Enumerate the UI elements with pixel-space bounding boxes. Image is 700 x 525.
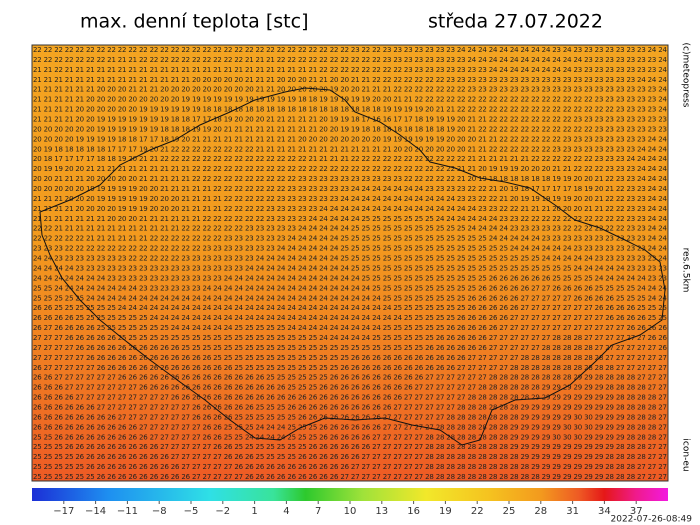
value-row: 26 26 25 25 25 25 25 25 24 24 24 24 24 2…: [33, 304, 667, 312]
value-row: 20 20 20 20 19 19 19 19 18 18 17 17 18 1…: [33, 135, 668, 143]
country-border: [39, 87, 666, 446]
value-grid: 22 22 22 22 22 22 22 22 22 22 22 22 22 2…: [33, 46, 668, 481]
value-row: 21 21 21 21 20 20 20 20 19 19 19 20 20 2…: [33, 205, 668, 213]
colorbar-tick-label: 1: [251, 506, 257, 517]
value-row: 26 26 26 26 27 27 27 27 27 27 27 27 27 2…: [33, 394, 667, 402]
value-row: 20 19 18 18 18 18 18 17 17 17 19 20 21 2…: [33, 145, 668, 153]
value-row: 26 26 26 27 27 27 27 27 27 27 26 26 26 2…: [33, 384, 667, 392]
colorbar-tick-label: 16: [407, 506, 420, 517]
value-row: 26 26 26 26 26 26 27 27 27 27 27 27 27 2…: [33, 403, 667, 411]
value-row: 26 26 26 26 26 26 26 26 27 27 27 27 27 2…: [33, 413, 667, 421]
value-row: 23 23 23 22 22 22 22 22 22 22 22 22 22 2…: [33, 245, 668, 253]
value-row: 22 22 22 22 22 22 22 21 21 21 22 22 22 2…: [33, 56, 668, 64]
value-row: 20 20 21 21 21 20 20 20 20 20 21 21 21 2…: [33, 175, 668, 183]
value-row: 21 21 21 21 20 20 20 20 20 20 19 19 19 1…: [33, 106, 668, 114]
timestamp: 2022-07-26-08:49: [611, 515, 693, 525]
value-row: 25 25 25 25 25 24 24 24 24 24 24 24 24 2…: [33, 294, 668, 302]
colorbar-tick-label: 13: [375, 506, 388, 517]
value-row: 24 24 24 24 24 24 24 23 23 23 23 23 23 2…: [33, 274, 667, 282]
colorbar-tick-label: 4: [283, 506, 289, 517]
value-row: 25 25 25 25 26 26 26 26 26 26 26 26 26 2…: [33, 453, 667, 461]
colorbar-tick-label: 19: [439, 506, 452, 517]
value-row: 21 21 22 21 21 21 21 21 21 21 21 21 21 2…: [33, 66, 668, 74]
resolution-label: res.6.5km: [681, 248, 691, 293]
value-row: 25 25 25 25 25 26 26 26 26 26 26 26 26 2…: [33, 463, 667, 471]
model-label: icon-eu: [681, 438, 691, 471]
colorbar: [32, 488, 668, 501]
colorbar-tick-label: 10: [344, 506, 357, 517]
value-row: 26 27 26 26 26 26 25 25 25 25 25 25 25 2…: [33, 324, 668, 332]
value-row: 21 21 21 21 21 21 21 21 21 21 21 21 21 2…: [33, 76, 668, 84]
value-row: 21 21 21 20 20 20 19 19 19 19 19 20 20 2…: [33, 195, 668, 203]
value-row: 21 21 21 21 20 20 19 19 19 19 19 19 19 1…: [33, 116, 667, 124]
colorbar-tick-label: −5: [184, 506, 199, 517]
value-row: 25 25 25 25 25 25 26 26 26 26 26 26 26 2…: [33, 473, 667, 481]
colorbar-tick-label: −14: [85, 506, 106, 517]
value-row: 22 22 21 21 21 21 21 21 21 21 21 21 21 2…: [33, 225, 668, 233]
colorbar-tick-label: −11: [117, 506, 138, 517]
value-row: 20 19 19 20 20 21 21 21 21 21 21 21 21 2…: [33, 165, 668, 173]
value-row: 25 25 25 26 26 26 26 26 26 26 26 26 27 2…: [33, 443, 667, 451]
field-background: [31, 44, 669, 482]
value-row: 21 21 21 21 21 20 20 20 20 20 20 20 20 2…: [33, 96, 668, 104]
colorbar-ticks: −17 −14 −11 −8 −5 −2 1 4 7 10 13 16 19 22 25 28 31 34 37: [53, 501, 643, 517]
value-row: 26 27 27 27 27 27 26 26 26 26 26 26 26 2…: [33, 364, 667, 372]
map-title: max. denní teplota [stc]: [80, 11, 308, 33]
colorbar-tick-label: 7: [315, 506, 321, 517]
value-row: 24 24 24 24 23 23 23 23 23 23 23 23 23 2…: [33, 264, 667, 272]
colorbar-tick-label: −17: [53, 506, 74, 517]
colorbar-tick-label: 37: [630, 506, 643, 517]
value-row: 24 24 23 23 23 23 23 23 23 22 22 22 22 2…: [33, 255, 668, 263]
colorbar-tick-label: 22: [471, 506, 484, 517]
value-row: 20 20 20 20 20 19 19 19 19 19 20 20 21 2…: [33, 185, 668, 193]
colorbar-tick-label: −2: [215, 506, 230, 517]
value-row: 22 22 22 22 22 21 21 21 21 21 21 22 22 2…: [33, 235, 668, 243]
value-row: 25 25 26 26 26 26 26 26 26 26 26 27 27 2…: [33, 433, 667, 441]
value-row: 27 27 27 27 26 26 26 26 26 26 26 26 26 2…: [33, 344, 668, 352]
value-row: 20 18 17 17 17 17 18 18 19 20 21 21 22 2…: [33, 155, 668, 163]
credit-label: (c)meteopress: [681, 43, 691, 108]
colorbar-tick-label: 31: [566, 506, 579, 517]
map-date: středa 27.07.2022: [428, 11, 603, 33]
colorbar-tick-label: 28: [534, 506, 547, 517]
value-row: 20 20 20 20 20 20 19 19 19 19 19 19 18 1…: [33, 125, 667, 133]
value-row: 22 22 22 22 22 22 22 22 22 22 22 22 22 2…: [33, 46, 668, 54]
value-row: 27 27 27 27 27 26 26 26 26 26 26 26 26 2…: [33, 354, 667, 362]
value-row: 21 21 21 21 21 21 21 20 20 20 21 21 21 2…: [33, 215, 668, 223]
value-row: 26 26 26 26 25 25 25 25 25 25 25 24 24 2…: [33, 314, 667, 322]
value-row: 21 21 21 21 21 21 20 20 20 21 21 21 20 2…: [33, 86, 668, 94]
value-row: 27 27 27 26 26 26 26 26 25 25 25 25 25 2…: [33, 334, 668, 342]
colorbar-tick-label: 34: [598, 506, 611, 517]
value-row: 26 26 27 27 27 27 27 27 26 26 26 26 26 2…: [33, 374, 667, 382]
value-row: 25 25 24 24 24 24 24 24 24 24 23 23 23 2…: [33, 284, 668, 292]
colorbar-tick-label: 25: [503, 506, 516, 517]
value-row: 26 26 26 26 26 26 26 26 26 26 27 27 27 2…: [33, 423, 667, 431]
colorbar-tick-label: −8: [152, 506, 167, 517]
